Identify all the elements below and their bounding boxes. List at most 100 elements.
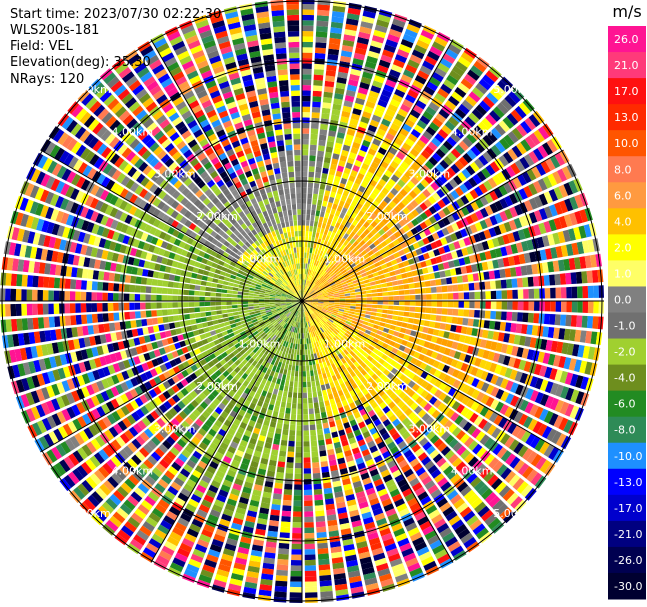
radar-gate — [387, 372, 395, 380]
radar-gate — [302, 225, 306, 231]
radar-gate — [388, 352, 396, 359]
radar-gate — [346, 209, 353, 217]
radar-gate — [478, 272, 485, 281]
radar-gate — [348, 575, 362, 584]
radar-gate — [435, 353, 444, 361]
radar-gate — [533, 363, 542, 376]
radar-gate — [298, 333, 301, 339]
radar-gate — [349, 73, 360, 82]
radar-gate — [201, 437, 211, 446]
radar-gate — [318, 268, 323, 274]
radar-gate — [387, 460, 397, 469]
radar-gate — [355, 416, 364, 424]
radar-gate — [321, 466, 329, 473]
radar-gate — [360, 307, 367, 311]
radar-gate — [272, 498, 282, 506]
radar-gate — [368, 166, 377, 174]
radar-gate — [305, 327, 308, 334]
radar-gate — [378, 59, 391, 69]
radar-gate — [522, 227, 531, 239]
radar-gate — [275, 302, 281, 304]
radar-gate — [242, 434, 250, 443]
radar-gate — [386, 380, 395, 388]
radar-gate — [315, 31, 328, 38]
radar-gate — [303, 425, 309, 431]
radar-gate — [390, 187, 399, 196]
radar-gate — [315, 323, 320, 329]
radar-gate — [401, 339, 408, 346]
radar-gate — [319, 379, 325, 386]
radar-gate — [505, 245, 513, 256]
radar-gate — [383, 196, 392, 204]
radar-gate — [321, 278, 326, 283]
radar-gate — [305, 274, 308, 280]
radar-gate — [344, 392, 351, 400]
radar-gate — [355, 535, 367, 544]
radar-gate — [302, 284, 304, 291]
radar-gate — [367, 532, 379, 541]
radar-gate — [302, 106, 311, 113]
radar-gate — [320, 228, 325, 234]
radar-gate — [316, 273, 321, 279]
radar-gate — [345, 409, 353, 417]
radar-gate — [506, 344, 514, 355]
radar-gate — [304, 311, 307, 317]
radar-gate — [321, 173, 328, 180]
radar-gate — [378, 358, 385, 365]
radar-gate — [330, 283, 337, 288]
radar-gate — [226, 469, 237, 478]
radar-gate — [397, 537, 410, 547]
radar-gate — [252, 539, 264, 547]
radar-gate — [333, 485, 343, 493]
radar-gate — [270, 509, 280, 516]
radar-gate — [226, 301, 232, 305]
radar-gate — [310, 331, 314, 338]
radar-gate — [264, 546, 276, 554]
radar-gate — [383, 376, 391, 385]
radar-gate — [312, 297, 318, 300]
radar-gate — [395, 573, 409, 583]
radar-gate — [403, 468, 414, 478]
radar-gate — [466, 515, 479, 527]
radar-gate — [402, 207, 411, 215]
radar-gate — [148, 512, 161, 523]
radar-gate — [186, 563, 200, 574]
radar-gate — [582, 301, 589, 313]
radar-gate — [308, 354, 312, 360]
radar-gate — [549, 274, 556, 286]
radar-gate — [388, 427, 398, 436]
radar-gate — [424, 218, 433, 227]
radar-gate — [506, 290, 513, 299]
radar-gate — [434, 36, 448, 47]
radar-gate — [438, 372, 447, 381]
radar-gate — [571, 242, 579, 256]
radar-gate — [360, 144, 369, 153]
radar-gate — [450, 250, 458, 259]
radar-gate — [407, 317, 414, 324]
radar-gate — [384, 169, 393, 178]
radar-gate — [341, 316, 348, 321]
radar-gate — [444, 323, 452, 331]
radar-gate — [536, 236, 545, 248]
radar-gate — [213, 579, 227, 588]
radar-gate — [235, 449, 244, 458]
radar-gate — [479, 434, 490, 446]
radar-gate — [431, 301, 437, 307]
radar-gate — [293, 327, 297, 333]
radar-gate — [439, 461, 451, 472]
radar-gate — [398, 459, 408, 469]
radar-gate — [513, 442, 524, 455]
radar-gate — [398, 228, 406, 236]
radar-gate — [177, 547, 190, 558]
radar-gate — [304, 305, 307, 311]
radar-gate — [302, 220, 306, 226]
radar-gate — [398, 219, 406, 227]
radar-gate — [326, 64, 337, 72]
radar-gate — [372, 80, 383, 89]
radar-gate — [434, 133, 445, 143]
radar-gate — [216, 310, 222, 315]
radar-gate — [352, 348, 359, 354]
radar-gate — [327, 309, 333, 313]
radar-gate — [386, 345, 394, 352]
radar-gate — [302, 31, 314, 37]
